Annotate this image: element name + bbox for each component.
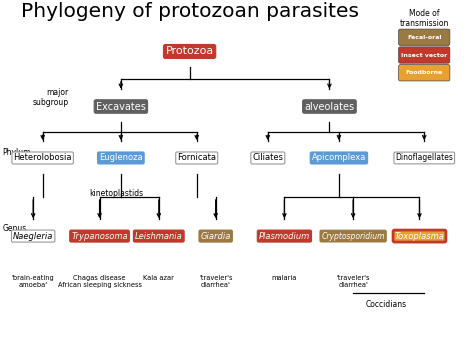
Text: 'brain-eating
amoeba': 'brain-eating amoeba' <box>12 275 55 288</box>
FancyBboxPatch shape <box>399 29 450 45</box>
Text: Insect vector: Insect vector <box>401 53 447 58</box>
Text: 'traveler's
diarrhea': 'traveler's diarrhea' <box>199 275 232 288</box>
Text: Chagas disease
African sleeping sickness: Chagas disease African sleeping sickness <box>57 275 142 288</box>
Text: Trypanosoma: Trypanosoma <box>71 231 128 241</box>
Text: Phylogeny of protozoan parasites: Phylogeny of protozoan parasites <box>20 2 359 21</box>
Text: Foodborne: Foodborne <box>406 70 443 75</box>
Text: Phylum: Phylum <box>2 148 31 157</box>
Text: 'traveler's
diarrhea': 'traveler's diarrhea' <box>337 275 370 288</box>
FancyBboxPatch shape <box>399 65 450 81</box>
Text: Plasmodium: Plasmodium <box>259 231 310 241</box>
Text: Fecal-oral: Fecal-oral <box>407 35 441 40</box>
Text: Naegleria: Naegleria <box>13 231 54 241</box>
Text: Kala azar: Kala azar <box>143 275 174 281</box>
Text: Mode of
transmission: Mode of transmission <box>400 9 449 28</box>
Text: Dinoflagellates: Dinoflagellates <box>395 153 453 163</box>
Text: malaria: malaria <box>272 275 297 281</box>
Text: Fornicata: Fornicata <box>177 153 216 163</box>
Text: Euglenoza: Euglenoza <box>99 153 143 163</box>
Text: Protozoa: Protozoa <box>165 47 214 56</box>
Text: kinetoplastids: kinetoplastids <box>89 189 143 198</box>
Text: Excavates: Excavates <box>96 102 146 111</box>
Text: Cryptosporidium: Cryptosporidium <box>321 231 385 241</box>
Text: Coccidians: Coccidians <box>366 300 407 309</box>
Text: Genus: Genus <box>2 224 27 234</box>
Text: Apicomplexa: Apicomplexa <box>312 153 366 163</box>
Text: Ciliates: Ciliates <box>252 153 283 163</box>
Text: Toxoplasma: Toxoplasma <box>394 231 445 241</box>
Text: alveolates: alveolates <box>304 102 355 111</box>
Text: major
subgroup: major subgroup <box>33 88 69 107</box>
Text: Heterolobosia: Heterolobosia <box>13 153 72 163</box>
Text: Giardia: Giardia <box>201 231 231 241</box>
Text: Leishmania: Leishmania <box>135 231 182 241</box>
FancyBboxPatch shape <box>399 47 450 63</box>
